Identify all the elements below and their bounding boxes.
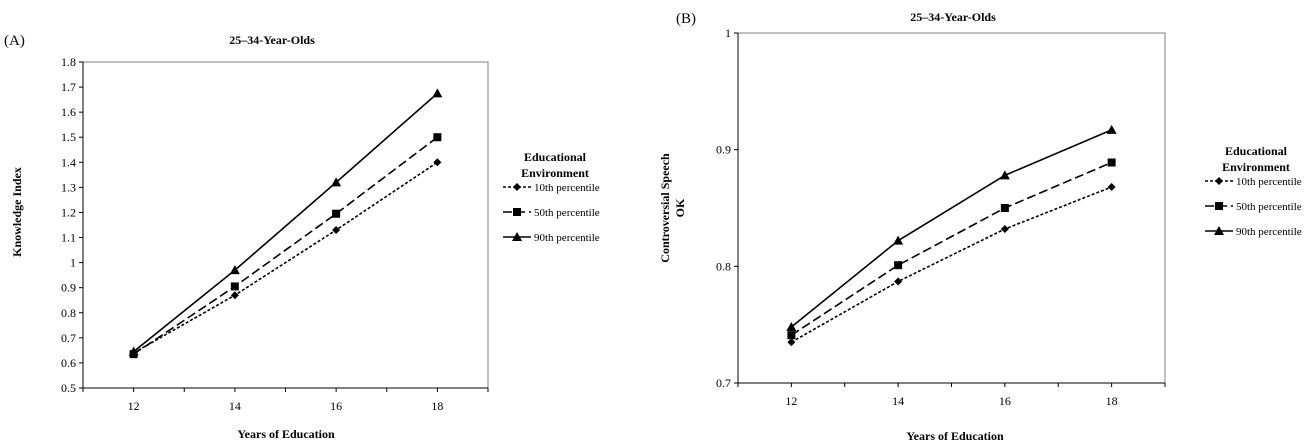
panel-a-y-tick-label: 1.7 — [61, 80, 76, 94]
panel-a-y-tick-label: 1.4 — [61, 155, 76, 169]
panel-b-series-1-point — [894, 277, 903, 286]
panel-b-series-line-3 — [790, 129, 1112, 328]
panel-a-y-tick-label: 1.3 — [61, 180, 76, 194]
panel-a-x-tick-label: 14 — [229, 399, 241, 413]
panel-b-legend-marker-1 — [1215, 177, 1223, 185]
panel-b-x-tick-label: 16 — [999, 394, 1011, 408]
panel-b-y-tick-label: 0.8 — [716, 259, 731, 273]
panel-b-xlabel: Years of Education — [906, 429, 1004, 443]
panel-a-x-tick-label: 12 — [128, 399, 140, 413]
panel-a-legend-title-line-1: Educational — [524, 150, 587, 164]
panel-a-label: (A) — [4, 33, 25, 49]
panel-b-x-tick-label: 18 — [1106, 394, 1118, 408]
panel-b-y-tick-label: 0.9 — [716, 143, 731, 157]
panel-a-y-tick-label: 0.8 — [61, 306, 76, 320]
panel-a-y-tick-label: 0.6 — [61, 356, 76, 370]
panel-a-series-3-point — [229, 265, 240, 275]
panel-b-series-3-point — [999, 170, 1010, 180]
panel-b-x-tick-label: 12 — [785, 394, 797, 408]
panel-a-series-1-point — [230, 291, 239, 300]
panel-b-legend-title-line-2: Environment — [1222, 160, 1290, 174]
panel-b-title: 25–34-Year-Olds — [910, 10, 996, 24]
panel-a-y-tick-label: 1.6 — [61, 105, 76, 119]
panel-b-label: (B) — [676, 11, 696, 27]
panel-b-y-tick-label: 1 — [725, 26, 731, 40]
panel-a-legend-label-1: 10th percentile — [534, 182, 600, 194]
panel-a-series-1-point — [332, 226, 341, 235]
panel-b-series-1-point — [1107, 183, 1116, 191]
panel-a: (A) 25–34-Year-Olds Years of Education K… — [4, 33, 589, 441]
panel-b-series-line-2 — [790, 161, 1112, 336]
panel-a-series-2-point — [230, 282, 239, 291]
panel-a-legend-marker-3 — [512, 232, 522, 241]
panel-b-series-3-point — [786, 322, 797, 331]
panel-b-ylabel-line-1: Controversial Speech — [658, 153, 672, 263]
panel-b-ylabel-line-2: OK — [673, 198, 687, 217]
panel-b-series-2-point — [894, 261, 903, 270]
panel-a-y-tick-label: 1.1 — [61, 231, 76, 245]
panel-a-plot: 0.5 0.6 0.7 0.8 0.9 1 1.1 1.2 1.3 1.4 1.5 1.6 1.7 1.8… — [61, 55, 600, 413]
panel-a-plot-frame — [82, 61, 489, 389]
panel-a-legend-label-3: 90th percentile — [534, 232, 600, 244]
panel-b-legend-label-2: 50th percentile — [1236, 201, 1302, 213]
panel-a-y-tick-label: 1.2 — [61, 205, 76, 219]
panel-a-series-line-3 — [133, 92, 438, 353]
panel-b-y-tick-label: 0.7 — [716, 376, 731, 390]
panel-a-series-line-1 — [133, 161, 438, 354]
panel-b-legend-title-line-1: Educational — [1225, 144, 1288, 158]
panel-b-legend-marker-3 — [1214, 226, 1224, 235]
panel-a-series-3-point — [331, 177, 342, 187]
panel-b-x-tick-label: 14 — [892, 394, 904, 408]
panel-a-y-tick-label: 0.7 — [61, 331, 76, 345]
panel-b-legend-marker-2 — [1215, 202, 1223, 210]
panel-a-legend-marker-2 — [513, 208, 521, 216]
panel-b-legend-label-3: 90th percentile — [1236, 226, 1302, 238]
panel-b-series-line-1 — [790, 186, 1112, 343]
panel-a-y-tick-label: 1.5 — [61, 130, 76, 144]
panel-b: (B) 25–34-Year-Olds Years of Education C… — [658, 10, 1290, 443]
panel-b-series-1-point — [1000, 225, 1009, 233]
panel-a-x-tick-label: 16 — [330, 399, 342, 413]
panel-a-series-1-point — [433, 158, 442, 167]
panel-a-series-2-point — [433, 133, 442, 142]
panel-a-y-tick-label: 1 — [70, 256, 76, 270]
panel-a-legend-label-2: 50th percentile — [534, 207, 600, 219]
panel-a-legend-title-line-2: Environment — [521, 166, 589, 180]
panel-a-legend-marker-1 — [513, 183, 521, 191]
panel-a-series-3-point — [128, 346, 139, 356]
panel-a-y-tick-label: 0.5 — [61, 381, 76, 395]
panel-a-series-line-2 — [133, 136, 438, 355]
panel-a-y-tick-label: 1.8 — [61, 55, 76, 69]
panel-a-ylabel: Knowledge Index — [10, 167, 24, 257]
panel-b-legend-label-1: 10th percentile — [1236, 176, 1302, 188]
panel-a-x-tick-label: 18 — [431, 399, 443, 413]
panel-b-series-1-point — [787, 338, 796, 347]
panel-b-plot: 0.7 0.8 0.9 1 12 14 16 18 10th percentile 50th pe… — [716, 26, 1302, 408]
panel-b-series-3-point — [893, 235, 904, 245]
panel-a-title: 25–34-Year-Olds — [229, 33, 315, 47]
panel-b-series-3-point — [1106, 124, 1117, 134]
panel-b-series-2-point — [1107, 158, 1116, 167]
panel-a-xlabel: Years of Education — [237, 427, 335, 441]
panel-b-series-2-point — [787, 331, 796, 340]
panel-a-y-tick-label: 0.9 — [61, 281, 76, 295]
panel-b-series-2-point — [1000, 204, 1009, 212]
panel-a-series-3-point — [432, 88, 443, 98]
panel-a-series-2-point — [332, 209, 341, 218]
